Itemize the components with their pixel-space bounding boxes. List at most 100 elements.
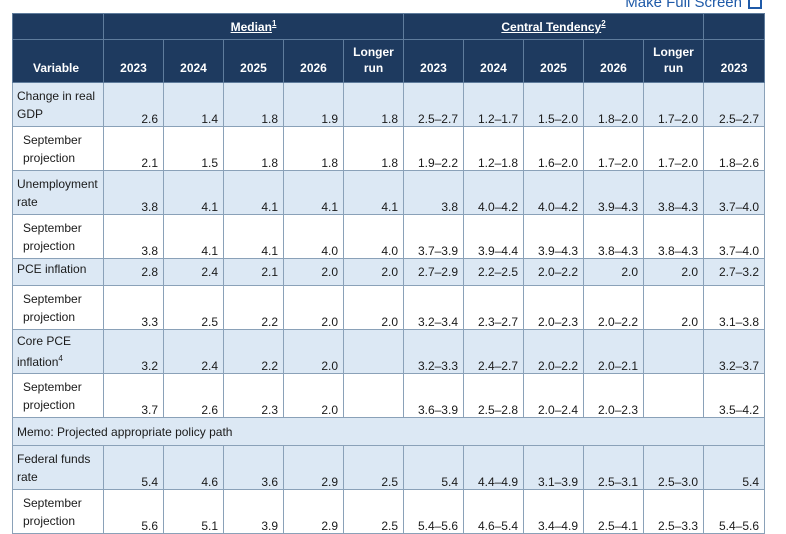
central-tendency-value-cell: 3.8	[403, 170, 464, 215]
median-value-cell: 4.1	[163, 170, 224, 215]
memo-row: Memo: Projected appropriate policy path	[11, 417, 766, 446]
variable-row: Unemployment rate 3.8 4.1 4.1 4.1 4.1 3.8 4.0–4…	[12, 170, 766, 215]
variable-label: PCE inflation	[12, 258, 104, 286]
median-value-cell: 2.9	[283, 489, 344, 534]
september-projection-row: September projection 3.7 2.6 2.3 2.0 3.6–3.9 2…	[12, 373, 766, 418]
range-value-cell: 3.7–4.0	[703, 170, 766, 215]
median-group-header: Median1	[103, 13, 404, 40]
central-tendency-value-cell: 3.6–3.9	[403, 373, 464, 418]
variable-column-header: Variable	[12, 39, 104, 83]
range-value-cell: 3.1–3.8	[703, 285, 766, 330]
september-projection-label: September projection	[12, 126, 104, 171]
central-tendency-footnote-link[interactable]: 2	[601, 19, 606, 28]
central-tendency-col-header: Longer run	[642, 39, 705, 83]
central-tendency-value-cell: 2.2–2.5	[463, 258, 524, 286]
median-col-header: 2024	[163, 39, 224, 83]
median-group-label: Median	[230, 20, 272, 34]
central-tendency-value-cell	[642, 373, 705, 418]
row-label-text: Core PCE inflation	[17, 334, 72, 369]
central-tendency-value-cell: 3.9–4.3	[523, 214, 584, 259]
variable-label: Change in real GDP	[12, 82, 104, 127]
row-label-text: Unemployment rate	[17, 176, 98, 209]
central-tendency-value-cell: 2.0–2.3	[583, 373, 644, 418]
central-tendency-value-cell: 2.0–2.4	[523, 373, 584, 418]
variable-label: Federal funds rate	[12, 445, 104, 490]
variable-row: Change in real GDP 2.6 1.4 1.8 1.9 1.8 2.5–2.7…	[12, 82, 766, 127]
central-tendency-value-cell: 3.7–3.9	[403, 214, 464, 259]
median-value-cell: 2.0	[343, 258, 404, 286]
median-value-cell: 2.8	[103, 258, 164, 286]
variable-row: PCE inflation 2.8 2.4 2.1 2.0 2.0 2.7–2.9 2.2–2…	[12, 258, 766, 286]
september-projection-label: September projection	[12, 214, 104, 259]
september-projection-row: September projection 3.8 4.1 4.1 4.0 4.0 3.7–3…	[12, 214, 766, 259]
median-value-cell: 4.0	[343, 214, 404, 259]
memo-label: Memo: Projected appropriate policy path	[11, 417, 766, 446]
make-full-screen-link[interactable]: Make Full Screen	[625, 0, 762, 11]
september-projection-label: September projection	[12, 285, 104, 330]
median-value-cell: 1.4	[163, 82, 224, 127]
median-value-cell: 4.1	[163, 214, 224, 259]
central-tendency-value-cell: 4.6–5.4	[463, 489, 524, 534]
median-value-cell: 2.0	[343, 285, 404, 330]
central-tendency-value-cell: 5.4	[403, 445, 464, 490]
median-value-cell	[343, 329, 404, 374]
variable-label: Core PCE inflation4	[12, 329, 104, 374]
central-tendency-value-cell: 2.7–2.9	[403, 258, 464, 286]
projections-table-body: Change in real GDP 2.6 1.4 1.8 1.9 1.8 2.5–2.7…	[11, 82, 766, 534]
header-column-row: Variable 2023 2024 2025 2026 Longer run 2023 2…	[12, 39, 766, 83]
make-full-screen-label[interactable]: Make Full Screen	[625, 0, 742, 11]
median-value-cell: 2.4	[163, 329, 224, 374]
central-tendency-value-cell: 2.5–3.3	[642, 489, 705, 534]
row-label-text: PCE inflation	[17, 262, 87, 276]
central-tendency-value-cell: 1.2–1.7	[463, 82, 524, 127]
central-tendency-value-cell: 1.7–2.0	[583, 126, 644, 171]
median-value-cell: 2.5	[343, 445, 404, 490]
row-label-text: September projection	[23, 495, 82, 528]
range-value-cell: 5.4	[703, 445, 766, 490]
fullscreen-icon[interactable]	[748, 0, 762, 9]
median-value-cell: 2.6	[103, 82, 164, 127]
central-tendency-value-cell: 1.6–2.0	[523, 126, 584, 171]
row-label-text: September projection	[23, 379, 82, 412]
range-col-header: 2023	[703, 39, 766, 83]
median-value-cell: 1.8	[223, 82, 284, 127]
range-value-cell: 3.7–4.0	[703, 214, 766, 259]
median-value-cell: 2.3	[223, 373, 284, 418]
median-value-cell: 2.4	[163, 258, 224, 286]
central-tendency-value-cell: 3.9–4.3	[583, 170, 644, 215]
median-value-cell: 4.1	[283, 170, 344, 215]
central-tendency-col-header: 2024	[463, 39, 524, 83]
median-value-cell: 3.7	[103, 373, 164, 418]
median-value-cell: 2.9	[283, 445, 344, 490]
central-tendency-value-cell: 2.5–2.8	[463, 373, 524, 418]
median-value-cell: 3.8	[103, 214, 164, 259]
header-blank-cell	[12, 13, 104, 40]
central-tendency-col-header: 2023	[403, 39, 464, 83]
median-value-cell: 4.6	[163, 445, 224, 490]
median-value-cell: 3.3	[103, 285, 164, 330]
central-tendency-value-cell: 1.8–2.0	[583, 82, 644, 127]
central-tendency-value-cell: 2.0–2.2	[523, 329, 584, 374]
range-value-cell: 2.5–2.7	[703, 82, 766, 127]
median-value-cell: 1.8	[283, 126, 344, 171]
central-tendency-value-cell: 3.2–3.3	[403, 329, 464, 374]
median-value-cell: 4.1	[223, 170, 284, 215]
central-tendency-value-cell: 2.5–4.1	[583, 489, 644, 534]
central-tendency-value-cell: 4.0–4.2	[523, 170, 584, 215]
central-tendency-value-cell: 2.4–2.7	[463, 329, 524, 374]
median-value-cell: 2.1	[103, 126, 164, 171]
median-footnote-link[interactable]: 1	[271, 19, 277, 28]
row-label-text: September projection	[23, 220, 82, 253]
median-value-cell: 3.2	[103, 329, 164, 374]
central-tendency-value-cell: 3.2–3.4	[403, 285, 464, 330]
central-tendency-value-cell: 4.0–4.2	[463, 170, 524, 215]
median-value-cell: 2.0	[283, 329, 344, 374]
central-tendency-value-cell: 3.1–3.9	[523, 445, 584, 490]
median-value-cell: 4.0	[283, 214, 344, 259]
range-value-cell: 1.8–2.6	[703, 126, 766, 171]
variable-row: Federal funds rate 5.4 4.6 3.6 2.9 2.5 5.4 4.4–…	[12, 445, 766, 490]
median-value-cell: 3.8	[103, 170, 164, 215]
central-tendency-value-cell: 3.8–4.3	[642, 170, 705, 215]
median-col-header: 2023	[103, 39, 164, 83]
central-tendency-value-cell: 2.0–2.3	[523, 285, 584, 330]
